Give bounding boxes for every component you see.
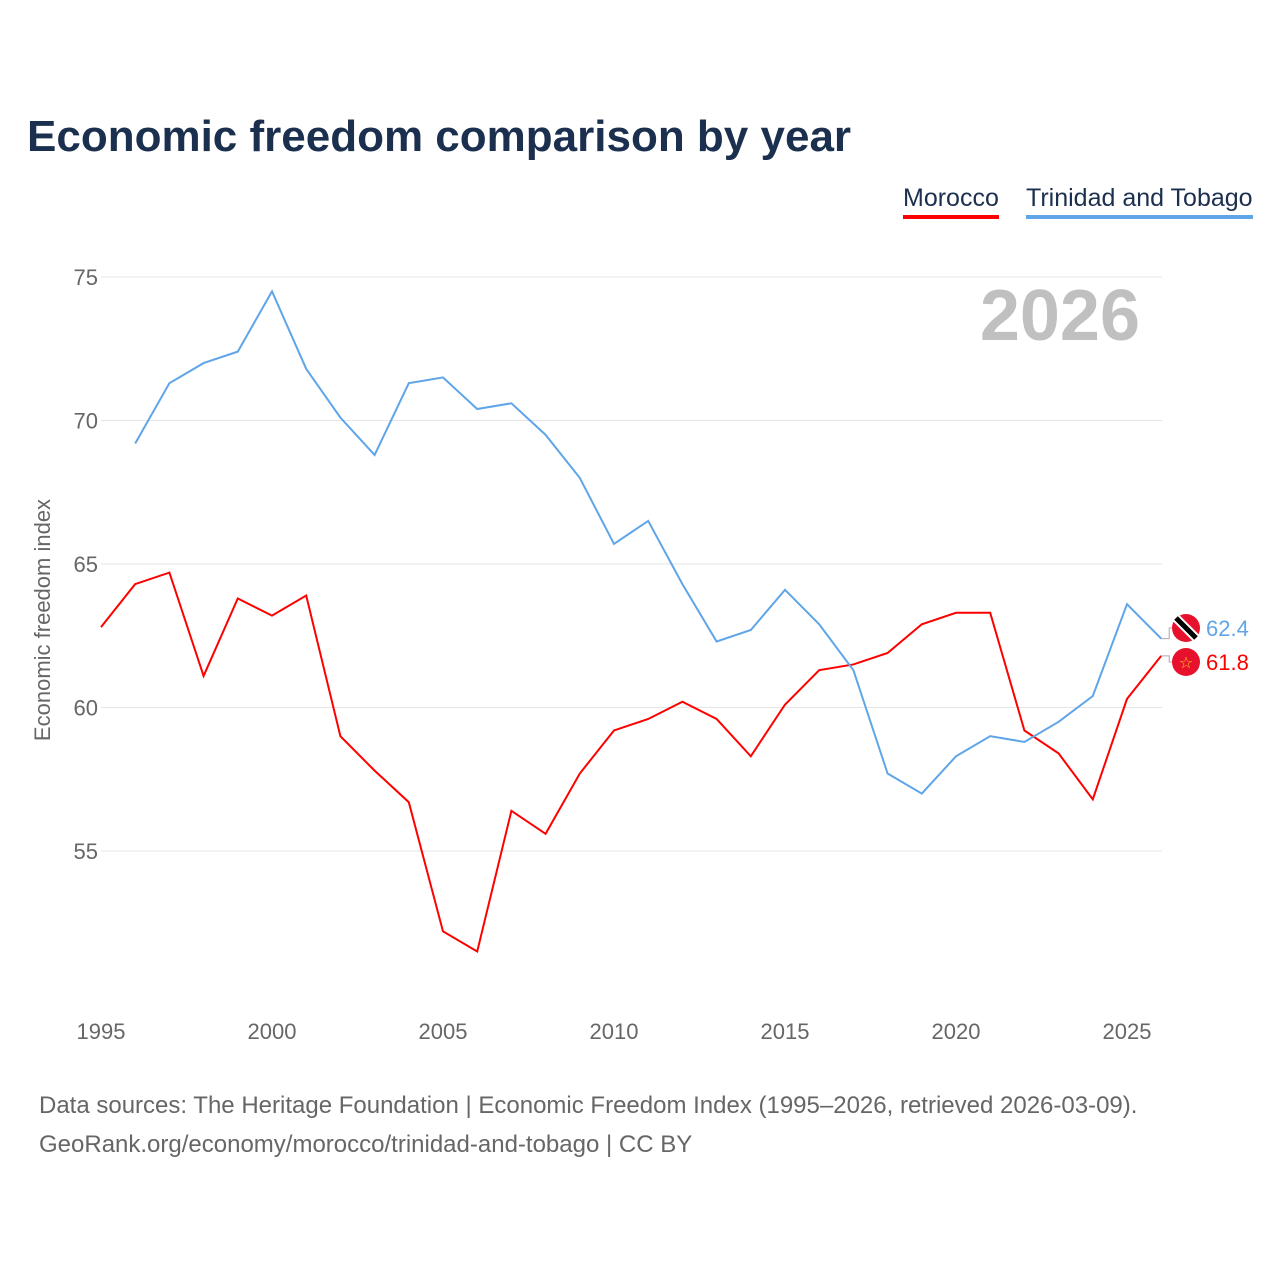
legend-trinidad-and-tobago[interactable]: Trinidad and Tobago (1026, 184, 1253, 219)
flag-stripe (1174, 616, 1198, 640)
morocco-flag-icon (1172, 648, 1200, 676)
y-axis-label: Economic freedom index (30, 499, 55, 741)
end-value-label: 61.8 (1206, 650, 1249, 675)
chart-title: Economic freedom comparison by year (27, 112, 852, 161)
x-tick-label: 2025 (1103, 1019, 1152, 1044)
x-tick-label: 2020 (932, 1019, 981, 1044)
y-tick-label: 60 (74, 696, 98, 721)
star-icon: ☆ (1179, 655, 1193, 672)
end-value-label: 62.4 (1206, 616, 1249, 641)
y-tick-label: 65 (74, 552, 98, 577)
y-tick-label: 55 (74, 839, 98, 864)
footer-sources: Data sources: The Heritage Foundation | … (39, 1092, 1138, 1119)
series-line-trinidad-and-tobago[interactable] (134, 289, 1162, 795)
x-tick-label: 2005 (419, 1019, 468, 1044)
x-tick-label: 1995 (77, 1019, 126, 1044)
x-tick-label: 2015 (761, 1019, 810, 1044)
y-tick-label: 70 (74, 409, 98, 434)
series-line-morocco[interactable] (100, 571, 1162, 953)
legend-morocco[interactable]: Morocco (903, 184, 999, 219)
footer: Data sources: The Heritage Foundation | … (39, 1086, 1137, 1164)
footer-link[interactable]: GeoRank.org/economy/morocco/trinidad-and… (39, 1131, 693, 1158)
y-tick-label: 75 (74, 265, 98, 290)
year-watermark: 2026 (980, 276, 1140, 356)
x-tick-label: 2010 (590, 1019, 639, 1044)
x-tick-label: 2000 (248, 1019, 297, 1044)
